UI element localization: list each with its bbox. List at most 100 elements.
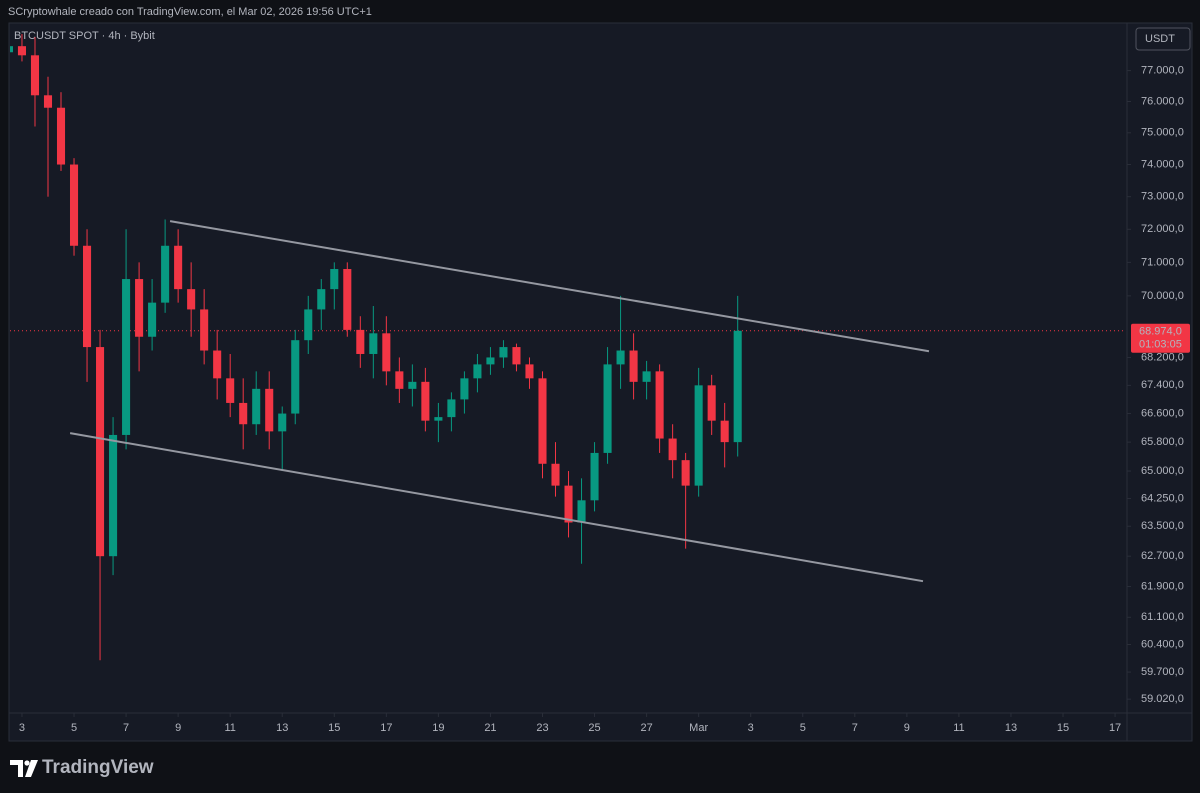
candle-body (655, 371, 664, 439)
candle-body (499, 347, 508, 358)
x-tick-label: 13 (276, 722, 288, 734)
candle-body (96, 347, 105, 557)
y-tick-label: 60.400,0 (1141, 638, 1184, 650)
y-tick-label: 68.200,0 (1141, 351, 1184, 363)
countdown-label: 01:03:05 (1139, 339, 1182, 351)
x-tick-label: 7 (123, 722, 129, 734)
x-tick-label: 21 (484, 722, 496, 734)
candle-body (434, 417, 443, 421)
candle-body (265, 388, 274, 432)
x-tick-label: 15 (1057, 722, 1069, 734)
candle-body (291, 340, 300, 414)
x-tick-label: 11 (224, 722, 235, 734)
x-tick-label: 7 (852, 722, 858, 734)
x-tick-label: 9 (175, 722, 181, 734)
candle-body (109, 434, 118, 557)
y-tick-label: 73.000,0 (1141, 191, 1184, 203)
candle-body (252, 388, 261, 425)
y-tick-label: 75.000,0 (1141, 127, 1184, 139)
candle-body (317, 289, 326, 310)
logo-mark (10, 760, 23, 777)
candle-body (668, 438, 677, 461)
candle-body (577, 500, 586, 523)
candle-body (330, 269, 339, 290)
candle-body (43, 95, 53, 108)
candle-body (174, 245, 183, 290)
candle-body (382, 333, 391, 372)
brand-name: TradingView (42, 757, 154, 778)
y-tick-label: 59.700,0 (1141, 666, 1184, 678)
candle-body (512, 347, 521, 365)
last-price-box (1131, 323, 1190, 353)
y-tick-label: 64.250,0 (1141, 492, 1184, 504)
x-tick-label: Mar (689, 722, 708, 734)
candle-body (239, 402, 248, 425)
candle-body (473, 364, 482, 379)
candle-body (538, 378, 547, 464)
x-tick-label: 17 (1109, 722, 1121, 734)
y-tick-label: 62.700,0 (1141, 550, 1184, 562)
candle-body (603, 364, 612, 453)
candle-body (213, 350, 222, 379)
candle-body (408, 381, 417, 389)
candle-body (681, 460, 690, 486)
chart-panel (8, 22, 1193, 742)
candle-body (343, 269, 352, 330)
x-tick-label: 9 (904, 722, 910, 734)
x-tick-label: 13 (1005, 722, 1017, 734)
candle-body (486, 357, 495, 365)
y-tick-label: 74.000,0 (1141, 158, 1184, 170)
candle-body (720, 420, 729, 443)
x-tick-label: 19 (432, 722, 444, 734)
y-tick-label: 67.400,0 (1141, 379, 1184, 391)
candle-body (395, 371, 404, 389)
candle-body (17, 46, 27, 56)
candle-body (460, 378, 469, 400)
trend-line (69, 432, 924, 583)
x-tick-label: 17 (380, 722, 392, 734)
candle-body (187, 289, 196, 310)
candle-body (56, 107, 66, 165)
candle-body (278, 413, 287, 432)
y-tick-label: 65.000,0 (1141, 465, 1184, 477)
symbol-legend: BTCUSDT SPOT · 4h · Bybit (14, 30, 155, 42)
y-tick-label: 63.500,0 (1141, 520, 1184, 532)
y-tick-label: 59.020,0 (1141, 693, 1184, 705)
x-tick-label: 3 (748, 722, 754, 734)
x-tick-label: 11 (953, 722, 964, 734)
logo-dot (24, 760, 30, 766)
candle-body (694, 385, 703, 486)
brand-logo (10, 760, 38, 777)
candle-body (733, 330, 742, 443)
trend-line (169, 220, 930, 353)
currency-label[interactable]: USDT (1145, 33, 1175, 45)
x-tick-label: 27 (640, 722, 652, 734)
candle-body (525, 364, 534, 379)
candle-body (629, 350, 638, 382)
candle-body (564, 485, 573, 523)
y-tick-label: 76.000,0 (1141, 95, 1184, 107)
y-tick-label: 61.900,0 (1141, 580, 1184, 592)
candle-body (69, 164, 79, 246)
candle-body (161, 245, 170, 303)
last-price-label: 68.974,0 (1139, 326, 1182, 338)
y-tick-label: 66.600,0 (1141, 407, 1184, 419)
x-tick-label: 5 (800, 722, 806, 734)
y-tick-label: 77.000,0 (1141, 65, 1184, 77)
candle-body (226, 378, 235, 403)
candle-body (642, 371, 651, 382)
candle-body (421, 381, 430, 421)
y-tick-label: 72.000,0 (1141, 223, 1184, 235)
x-tick-label: 23 (536, 722, 548, 734)
candle-body (616, 350, 625, 365)
candle-body (122, 279, 131, 435)
candle-body (356, 329, 365, 354)
x-tick-label: 25 (588, 722, 600, 734)
logo-mark (25, 760, 38, 777)
currency-box[interactable] (1135, 27, 1191, 51)
x-tick-label: 3 (19, 722, 25, 734)
candle-body (369, 333, 378, 354)
header-text: SCryptowhale creado con TradingView.com,… (8, 6, 372, 18)
candle-body (148, 302, 157, 337)
